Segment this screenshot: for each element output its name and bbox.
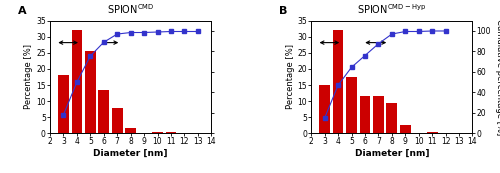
Bar — [112, 107, 122, 133]
Bar — [152, 132, 163, 133]
Bar — [346, 77, 357, 133]
Y-axis label: Percentage [%]: Percentage [%] — [24, 44, 34, 110]
Bar — [98, 90, 109, 133]
X-axis label: Diameter [nm]: Diameter [nm] — [354, 149, 429, 158]
Bar — [400, 125, 410, 133]
Y-axis label: Percentage [%]: Percentage [%] — [286, 44, 294, 110]
Bar — [58, 75, 69, 133]
Text: SPION$^{\mathregular{CMD-Hyp}}$: SPION$^{\mathregular{CMD-Hyp}}$ — [357, 2, 426, 16]
X-axis label: Diameter [nm]: Diameter [nm] — [94, 149, 168, 158]
Bar — [386, 103, 397, 133]
Bar — [332, 30, 344, 133]
Bar — [72, 30, 83, 133]
Text: B: B — [279, 6, 287, 16]
Bar — [166, 132, 176, 133]
Bar — [126, 128, 136, 133]
Bar — [373, 96, 384, 133]
Bar — [320, 85, 330, 133]
Bar — [85, 51, 96, 133]
Y-axis label: Cumulative percentage [%]: Cumulative percentage [%] — [496, 19, 500, 135]
Bar — [360, 96, 370, 133]
Text: A: A — [18, 6, 26, 16]
Text: SPION$^{\mathregular{CMD}}$: SPION$^{\mathregular{CMD}}$ — [107, 2, 154, 16]
Bar — [427, 132, 438, 133]
